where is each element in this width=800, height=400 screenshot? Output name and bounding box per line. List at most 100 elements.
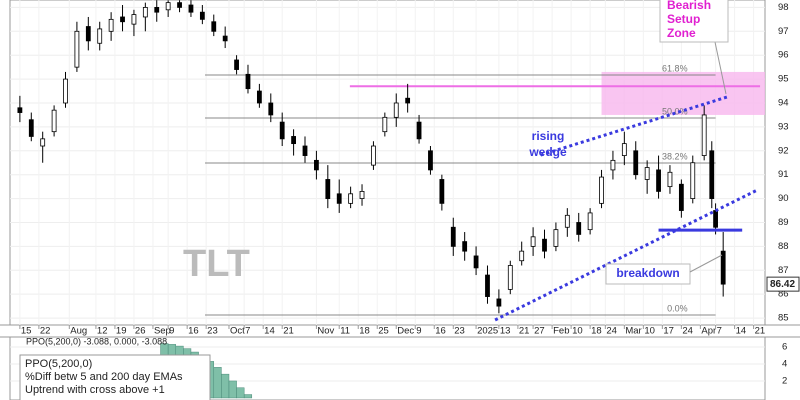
x-tick-label: 10 (644, 326, 655, 337)
ppo-bar (243, 394, 253, 399)
y-tick-label: 92 (778, 145, 789, 156)
candle-body (177, 2, 182, 8)
symbol-watermark: TLT (183, 243, 250, 285)
candle-body (268, 102, 274, 116)
y-tick-label: 86 (778, 289, 789, 300)
candle-body (519, 250, 525, 262)
x-tick-label: 11 (340, 326, 350, 337)
candle-body (428, 150, 433, 171)
candle-body (348, 193, 354, 204)
zone-label: Setup (667, 12, 700, 26)
y-tick-label: 91 (778, 169, 789, 180)
candle-body (599, 176, 604, 204)
annotation-layer: rising wedge breakdown (494, 95, 759, 322)
candle-body (507, 265, 513, 290)
x-tick-label: 21 (755, 326, 766, 337)
wedge-label: wedge (528, 145, 567, 159)
wedge-line (494, 188, 759, 322)
candle-body (279, 121, 285, 140)
x-tick-label: 21 (283, 326, 294, 337)
y-tick-label: 89 (778, 217, 789, 228)
x-tick-label: 26 (135, 326, 146, 337)
x-tick-label: 25 (378, 326, 389, 337)
y-tick-label: 88 (778, 241, 789, 252)
candle-body (393, 102, 399, 118)
x-tick-label: 10 (572, 326, 583, 337)
x-tick-label: 17 (663, 326, 674, 337)
zone-label: Bearish (667, 0, 711, 12)
x-tick-label: 16 (188, 326, 199, 337)
x-tick-label: 13 (500, 326, 511, 337)
candle-body (656, 169, 661, 192)
callout-arrow (714, 41, 727, 95)
candle-body (40, 138, 46, 147)
y-tick-label: 95 (778, 74, 789, 85)
fib-label: 61.8% (662, 63, 688, 73)
candle-body (587, 212, 593, 231)
candle-body (359, 191, 365, 199)
y-tick-label: 90 (778, 193, 789, 204)
x-tick-label: 7 (717, 326, 722, 337)
ppo-bar (228, 380, 237, 399)
x-tick-label: 14 (264, 326, 275, 337)
candle-body (154, 7, 160, 13)
candle-body (678, 183, 684, 211)
candle-body (530, 236, 536, 247)
candles (17, 0, 726, 314)
callout-arrow (689, 254, 723, 273)
x-tick-label: 9 (169, 326, 174, 337)
y-tick-label: 97 (778, 26, 789, 37)
x-tick-label: 27 (534, 326, 545, 337)
candle-body (542, 238, 547, 252)
x-tick-label: Nov (317, 326, 334, 337)
y-tick-label: 87 (778, 265, 789, 276)
x-tick-label: 19 (116, 326, 127, 337)
candle-body (302, 145, 308, 156)
breakdown-box (605, 263, 691, 285)
candle-body (644, 167, 650, 180)
annotation-layer: 61.8% 50.0% 38.2% 0.0% TLT (10, 0, 765, 325)
candle-body (439, 179, 445, 204)
candle-body (120, 16, 125, 23)
y-tick-label: 94 (778, 98, 789, 109)
ppo-note: Uptrend with cross above +1 (25, 384, 165, 396)
x-tick-label: 23 (207, 326, 218, 337)
x-tick-label: 14 (736, 326, 747, 337)
candle-body (234, 59, 239, 70)
candle-body (256, 90, 262, 104)
x-tick-label: 23 (454, 326, 465, 337)
x-tick-label: 16 (435, 326, 446, 337)
ppo-tick-label: 4 (782, 358, 787, 369)
candle-body (63, 78, 68, 104)
ppo-note-box (19, 354, 211, 400)
candle-body (485, 274, 490, 297)
candle-body (667, 171, 673, 188)
candle-body (336, 193, 342, 204)
last-price-box (766, 276, 800, 292)
x-tick-label: 24 (682, 326, 693, 337)
candle-body (51, 109, 57, 133)
candle-body (701, 114, 707, 156)
candle-body (131, 14, 137, 25)
x-tick-label: 15 (21, 326, 32, 337)
candle-body (85, 26, 91, 42)
x-tick-label: 2025 (477, 326, 498, 337)
x-tick-label: 18 (359, 326, 370, 337)
candle-body (371, 145, 376, 166)
x-tick-label: Mar (625, 326, 641, 337)
candle-body (199, 11, 205, 20)
x-tick-label: Oct (230, 326, 245, 337)
ppo-tick-label: 2 (782, 375, 787, 386)
candle-body (633, 150, 639, 176)
x-tick-label: Sep (154, 326, 171, 337)
x-tick-label: 9 (416, 326, 421, 337)
x-tick-label: 12 (97, 326, 108, 337)
last-price-label: 86.42 (770, 279, 795, 290)
ppo-bar (213, 367, 222, 399)
zone-label-box (659, 0, 729, 43)
candle-body (97, 28, 103, 44)
ppo-tick-label: 6 (782, 341, 787, 352)
x-tick-label: 24 (606, 326, 617, 337)
candle-body (709, 150, 715, 199)
